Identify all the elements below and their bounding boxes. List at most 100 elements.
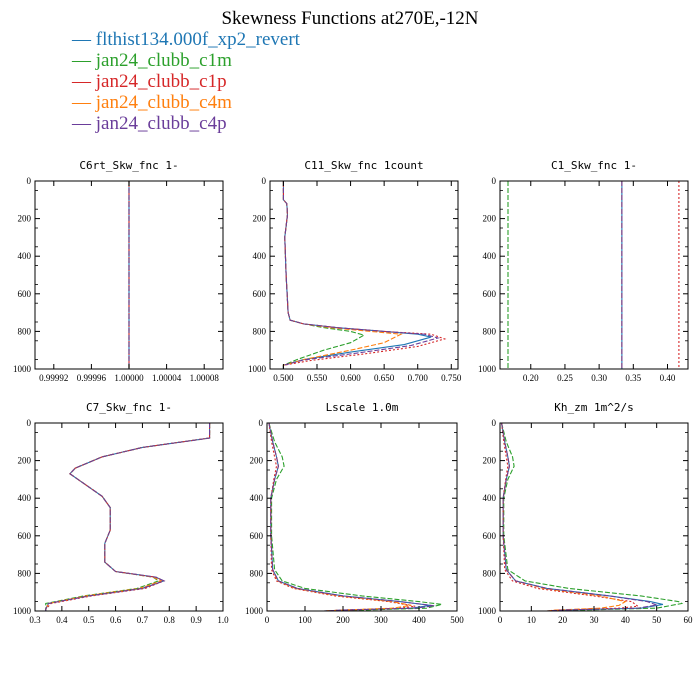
legend-item: — jan24_clubb_c4m	[72, 92, 300, 113]
subplot-title: Kh_zm 1m^2/s	[554, 401, 633, 414]
x-tick-label: 1.00004	[152, 373, 182, 383]
x-tick-label: 60	[684, 615, 694, 625]
legend-dash: —	[72, 92, 96, 113]
x-tick-label: 0.700	[408, 373, 429, 383]
y-tick-label: 200	[18, 214, 32, 224]
x-tick-label: 1.0	[217, 615, 229, 625]
x-tick-label: 200	[336, 615, 350, 625]
x-tick-label: 0.35	[625, 373, 641, 383]
y-tick-label: 400	[18, 251, 32, 261]
x-tick-label: 0.30	[591, 373, 607, 383]
y-tick-label: 200	[483, 456, 497, 466]
y-tick-label: 1000	[248, 364, 267, 374]
y-tick-label: 800	[18, 568, 32, 578]
subplot: C1_Skw_fnc 1- 0 200 400 600 800 1000 0.20 0.25 0.…	[478, 159, 689, 383]
x-tick-label: 500	[450, 615, 464, 625]
figure-title: Skewness Functions at270E,-12N	[221, 8, 479, 29]
series-group	[45, 423, 211, 611]
series-group	[268, 423, 442, 611]
x-tick-label: 0.650	[374, 373, 395, 383]
y-tick-label: 600	[483, 289, 497, 299]
y-tick-label: 800	[483, 326, 497, 336]
x-tick-label: 0.20	[523, 373, 539, 383]
series-line	[268, 423, 416, 611]
y-tick-label: 400	[253, 251, 267, 261]
y-tick-label: 800	[483, 568, 497, 578]
plot-frame	[269, 180, 459, 370]
series-line	[268, 423, 412, 611]
y-tick-label: 0	[27, 418, 32, 428]
y-tick-label: 200	[250, 456, 264, 466]
series-line	[501, 423, 659, 611]
x-tick-label: 0.6	[110, 615, 122, 625]
series-line	[268, 423, 435, 611]
x-tick-label: 0.7	[137, 615, 149, 625]
series-line	[282, 181, 432, 369]
x-tick-label: 100	[298, 615, 312, 625]
legend-item: — jan24_clubb_c1p	[72, 71, 300, 92]
series-group	[282, 181, 447, 369]
plot-frame	[499, 180, 689, 370]
y-tick-label: 600	[253, 289, 267, 299]
y-tick-label: 0	[27, 176, 32, 186]
y-tick-label: 600	[18, 531, 32, 541]
y-tick-label: 1000	[478, 364, 497, 374]
y-tick-label: 600	[483, 531, 497, 541]
y-tick-label: 400	[483, 251, 497, 261]
series-line	[45, 423, 211, 611]
plot-frame	[34, 422, 224, 612]
series-line	[282, 181, 447, 369]
x-tick-label: 300	[374, 615, 388, 625]
x-tick-label: 0	[498, 615, 503, 625]
series-line	[282, 181, 366, 369]
x-tick-label: 10	[527, 615, 537, 625]
subplot-title: C7_Skw_fnc 1-	[86, 401, 172, 414]
x-tick-label: 0.25	[557, 373, 573, 383]
legend-label: flthist134.000f_xp2_revert	[95, 29, 300, 50]
y-tick-label: 1000	[478, 606, 497, 616]
subplot-title: Lscale 1.0m	[326, 401, 399, 414]
y-tick-label: 600	[18, 289, 32, 299]
legend-label: jan24_clubb_c1p	[95, 71, 227, 92]
series-line	[501, 423, 664, 611]
x-tick-label: 0.99992	[39, 373, 68, 383]
subplot: C11_Skw_fnc 1count 0 200 400 600 800 1000 0.500…	[248, 159, 462, 383]
subplot-title: C1_Skw_fnc 1-	[551, 159, 637, 172]
y-tick-label: 400	[483, 493, 497, 503]
x-tick-label: 50	[652, 615, 662, 625]
x-tick-label: 0	[265, 615, 270, 625]
series-line	[282, 181, 440, 369]
y-tick-label: 400	[250, 493, 264, 503]
x-tick-label: 0.600	[340, 373, 361, 383]
y-tick-label: 800	[18, 326, 32, 336]
y-tick-label: 200	[18, 456, 32, 466]
y-tick-label: 800	[253, 326, 267, 336]
x-tick-label: 0.500	[273, 373, 294, 383]
y-tick-label: 200	[253, 214, 267, 224]
series-line	[282, 181, 403, 369]
legend-item: — flthist134.000f_xp2_revert	[72, 29, 300, 50]
series-group	[507, 181, 680, 369]
subplot-title: C11_Skw_fnc 1count	[304, 159, 423, 172]
legend-label: jan24_clubb_c1m	[95, 50, 232, 71]
x-tick-label: 0.750	[441, 373, 462, 383]
y-tick-label: 1000	[13, 364, 32, 374]
y-tick-label: 0	[492, 176, 497, 186]
x-tick-label: 40	[621, 615, 631, 625]
y-tick-label: 0	[259, 418, 264, 428]
y-tick-label: 200	[483, 214, 497, 224]
subplot-title: C6rt_Skw_fnc 1-	[79, 159, 178, 172]
series-group	[501, 423, 684, 611]
x-tick-label: 20	[558, 615, 568, 625]
y-tick-label: 800	[250, 568, 264, 578]
y-tick-label: 600	[250, 531, 264, 541]
legend-item: — jan24_clubb_c1m	[72, 50, 300, 71]
series-line	[501, 423, 684, 611]
legend-dash: —	[72, 29, 96, 50]
x-tick-label: 30	[590, 615, 600, 625]
legend-label: jan24_clubb_c4m	[95, 92, 232, 113]
